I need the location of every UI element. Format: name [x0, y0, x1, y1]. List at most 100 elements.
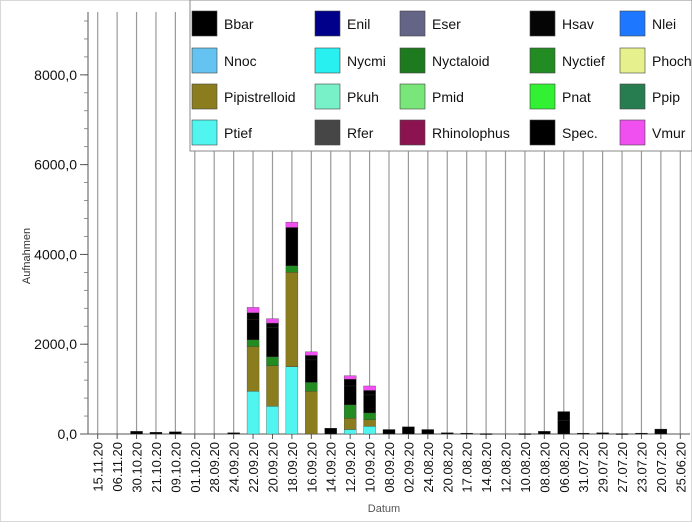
bar-segment: [363, 412, 376, 420]
legend-swatch: [399, 83, 426, 110]
bar-segment: [635, 432, 648, 435]
bar-segment: [130, 431, 143, 435]
bar-segment: [363, 419, 376, 427]
legend-swatch: [399, 47, 426, 74]
bar-segment: [382, 429, 396, 435]
legend-swatch: [314, 119, 341, 146]
bar-segment: [343, 404, 357, 419]
bar-segment: [266, 322, 279, 328]
bar-segment: [149, 432, 163, 435]
x-tick-label: 18.09.20: [285, 442, 300, 493]
legend-label: Hsav: [562, 16, 594, 32]
bar-segment: [343, 375, 357, 380]
legend-label: Vmur: [652, 125, 686, 141]
legend-label: Eser: [432, 16, 461, 32]
bar-segment: [227, 432, 240, 435]
legend-label: Spec.: [562, 125, 598, 141]
legend-swatch: [619, 47, 646, 74]
bar-segment: [538, 431, 551, 435]
bar-segment: [305, 382, 318, 392]
legend-swatch: [191, 83, 218, 110]
legend-swatch: [314, 83, 341, 110]
bar-segment: [460, 432, 473, 435]
x-tick-label: 21.10.20: [149, 442, 164, 493]
bar-segment: [518, 433, 532, 435]
x-tick-label: 08.08.20: [537, 442, 552, 493]
legend-swatch: [314, 10, 341, 37]
y-tick-label: 6000,0: [34, 157, 77, 173]
bar-segment: [343, 429, 357, 435]
bar-segment: [169, 431, 182, 435]
bar-segment: [343, 385, 357, 405]
bar-segment: [596, 432, 609, 435]
bar-segment: [441, 432, 454, 435]
y-tick-label: 4000,0: [34, 246, 77, 262]
legend-swatch: [619, 119, 646, 146]
x-tick-label: 25.06.20: [673, 442, 688, 493]
x-tick-label: 10.08.20: [518, 442, 533, 493]
legend-swatch: [529, 47, 556, 74]
x-tick-label: 30.10.20: [130, 442, 145, 493]
legend-label: Bbar: [224, 16, 254, 32]
bar-segment: [246, 391, 260, 435]
legend-label: Phoch: [652, 53, 692, 69]
legend-swatch: [529, 83, 556, 110]
x-tick-label: 29.07.20: [596, 442, 611, 493]
legend-box: [189, 0, 692, 152]
bar-segment: [246, 312, 260, 320]
bar-segment: [615, 433, 629, 435]
x-tick-label: 12.09.20: [343, 442, 358, 493]
x-tick-label: 06.08.20: [557, 442, 572, 493]
bar-segment: [363, 390, 376, 396]
bar-segment: [246, 346, 260, 392]
bar-segment: [266, 365, 279, 407]
x-tick-label: 08.09.20: [382, 442, 397, 493]
legend-label: Nlei: [652, 16, 676, 32]
legend-label: Enil: [347, 16, 370, 32]
legend-label: Nyctief: [562, 53, 605, 69]
bar-segment: [343, 418, 357, 430]
x-tick-label: 20.09.20: [265, 442, 280, 493]
bar-segment: [285, 366, 299, 435]
bar-segment: [285, 272, 299, 367]
legend-label: Nnoc: [224, 53, 257, 69]
bar-segment: [305, 391, 318, 435]
y-axis-label: Aufnahmen: [21, 228, 33, 284]
bar-segment: [246, 319, 260, 340]
legend-label: Ptief: [224, 125, 252, 141]
bar-segment: [285, 265, 299, 273]
x-tick-label: 17.08.20: [460, 442, 475, 493]
legend-swatch: [191, 47, 218, 74]
legend-swatch: [619, 10, 646, 37]
bar-segment: [402, 426, 415, 435]
x-tick-label: 22.09.20: [246, 442, 261, 493]
legend-swatch: [399, 119, 426, 146]
bar-segment: [246, 339, 260, 347]
legend-swatch: [191, 10, 218, 37]
bar-segment: [363, 385, 376, 391]
bar-segment: [305, 359, 318, 383]
x-tick-label: 24.09.20: [227, 442, 242, 493]
bar-segment: [305, 355, 318, 361]
legend-label: Pmid: [432, 89, 464, 105]
bar-segment: [479, 433, 493, 435]
legend-swatch: [314, 47, 341, 74]
legend-label: Rfer: [347, 125, 374, 141]
x-tick-label: 06.11.20: [110, 442, 125, 492]
bar-segment: [557, 411, 570, 421]
bar-segment: [343, 379, 357, 387]
bar-segment: [266, 318, 279, 324]
bar-segment: [654, 428, 668, 435]
x-tick-label: 12.08.20: [499, 442, 514, 493]
x-axis-label: Datum: [368, 503, 400, 515]
legend-label: Pkuh: [347, 89, 379, 105]
legend-label: Pnat: [562, 89, 591, 105]
legend-label: Rhinolophus: [432, 125, 510, 141]
x-tick-label: 20.08.20: [440, 442, 455, 493]
x-tick-label: 10.09.20: [363, 442, 378, 493]
x-tick-label: 20.07.20: [654, 442, 669, 493]
legend-swatch: [619, 83, 646, 110]
x-tick-label: 28.09.20: [207, 442, 222, 493]
bar-segment: [266, 406, 279, 435]
